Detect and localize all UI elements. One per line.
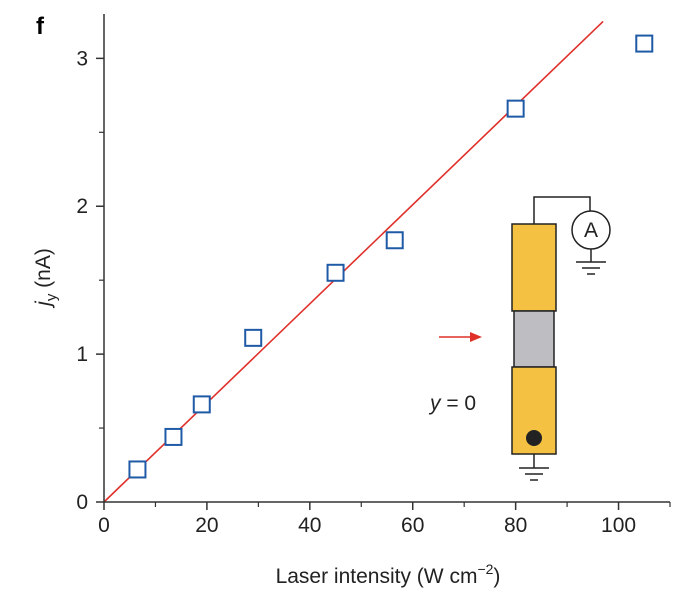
data-point [635,34,654,53]
x-tick-label: 60 [401,514,424,537]
top-electrode [511,223,557,312]
axes [103,14,670,503]
x-tick-label: 40 [298,514,321,537]
y-tick-label: 2 [76,195,88,218]
data-markers [128,34,654,479]
position-label: y = 0 [428,392,476,415]
position-label-rest: = 0 [441,392,477,415]
x-axis-label-main: Laser intensity (W cm [276,565,478,588]
data-point [506,99,525,118]
data-point [164,427,183,446]
x-axis-label: Laser intensity (W cm−2) [276,561,501,588]
ticks: 0 20 40 60 80 100 0 1 2 3 [76,47,671,537]
y-axis-label-var: j [32,300,55,309]
y-axis-label-sub: y [43,293,60,301]
data-point [244,328,263,347]
y-tick-label: 1 [76,343,88,366]
panel-letter: f [36,13,45,40]
data-point [385,231,404,250]
device-schematic: A y = 0 [428,196,611,481]
x-tick-label: 80 [504,514,527,537]
origin-dot [526,430,542,446]
laser-arrow-icon [439,332,482,342]
x-tick-label: 100 [601,514,636,537]
y-axis-label-unit: (nA) [32,248,55,294]
x-axis-label-sup: −2 [477,561,493,577]
ground-icon-top [576,249,606,275]
y-tick-label: 3 [76,47,88,70]
plot-area: 0 20 40 60 80 100 0 1 2 3 [76,14,671,537]
x-axis-label-close: ) [493,565,500,588]
ground-icon-bottom [519,454,549,481]
ammeter-label: A [584,219,598,242]
position-label-var: y [428,392,442,415]
y-axis-label: jy (nA) [32,248,60,309]
y-tick-label: 0 [76,491,88,514]
ammeter-wire [533,196,591,224]
data-point [326,263,345,282]
channel-region [513,310,555,368]
data-point [192,395,211,414]
x-tick-label: 0 [98,514,110,537]
data-point [128,460,147,479]
x-tick-label: 20 [195,514,218,537]
